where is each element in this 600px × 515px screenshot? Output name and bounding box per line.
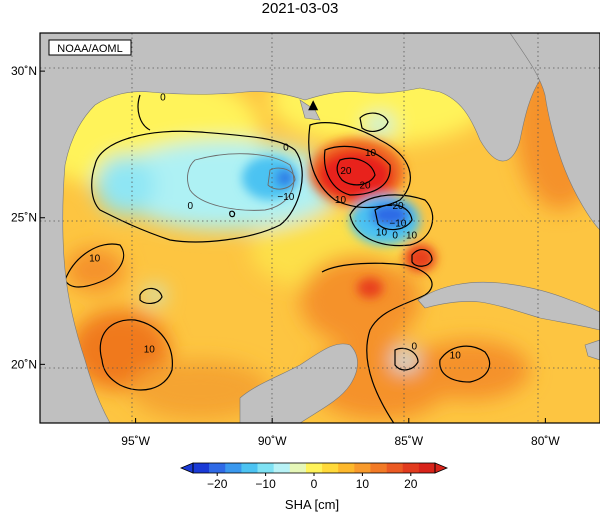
thin-contours: [187, 153, 296, 211]
colorbar-segment: [209, 463, 226, 473]
contour-label: 10: [144, 345, 156, 356]
colorbar-segment: [402, 463, 420, 473]
colorbar-tick-label: 0: [311, 477, 318, 491]
credit-box: [48, 39, 132, 56]
credit-text: NOAA/AOML: [57, 43, 122, 55]
colorbar-low-arrow: [179, 462, 194, 474]
contour-label: 0: [187, 201, 193, 212]
colorbar-segment: [322, 463, 339, 473]
colorbar-segment: [225, 463, 242, 473]
lat-tick-label: 20˚N: [11, 357, 37, 371]
lon-tick-label: 95˚W: [121, 434, 150, 448]
colorbar-segment: [305, 463, 323, 473]
colorbar: −20 −10 0 10 20: [179, 462, 449, 491]
hispaniola-edge: [584, 339, 600, 361]
lat-tick-label: 30˚N: [11, 64, 37, 78]
map-frame: [39, 32, 600, 424]
colorbar-segment: [354, 463, 371, 473]
contour-label: 0: [160, 92, 166, 103]
contour-label: −10: [277, 192, 294, 203]
contour-label: −10: [389, 219, 406, 230]
contour-label: 0: [283, 142, 289, 153]
contour-label: 10: [376, 227, 388, 238]
contour-label: 20: [340, 166, 352, 177]
graticule: [40, 33, 600, 423]
contour-label: 10: [450, 350, 462, 361]
colorbar-segment: [386, 463, 404, 473]
contour-label: 10: [89, 254, 101, 265]
contour-label: −20: [387, 201, 404, 212]
contour-label: 10: [335, 195, 347, 206]
colorbar-high-arrow: [434, 462, 449, 474]
colorbar-tick-label: 20: [404, 477, 418, 491]
colorbar-segment: [257, 463, 274, 473]
lat-tick-label: 25˚N: [11, 211, 37, 225]
colorbar-segment: [273, 463, 291, 473]
colorbar-tick-label: 10: [356, 477, 370, 491]
lon-tick-labels: 95˚W 90˚W 85˚W 80˚W: [121, 418, 560, 448]
lon-tick-label: 90˚W: [258, 434, 287, 448]
contour-label: 0: [392, 230, 398, 241]
station-marker-triangle: [308, 100, 319, 111]
contour-label: 20: [360, 180, 372, 191]
lat-tick-labels: 30˚N 25˚N 20˚N: [11, 64, 45, 371]
colorbar-segment: [289, 463, 307, 473]
colorbar-tick-label: −20: [207, 477, 228, 491]
florida-peninsula: [509, 33, 600, 231]
colorbar-label: SHA [cm]: [285, 497, 339, 512]
colorbar-tick-label: −10: [255, 477, 276, 491]
map-area: [40, 33, 600, 423]
lon-tick-label: 85˚W: [394, 434, 423, 448]
contour-label: 10: [406, 230, 418, 241]
colorbar-segment: [370, 463, 387, 473]
map-title: 2021-03-03: [261, 0, 339, 17]
contour-label: 0: [411, 342, 417, 353]
contour-label: 10: [365, 148, 377, 159]
land: [40, 33, 600, 423]
colorbar-segment: [338, 463, 355, 473]
colorbar-segment: [193, 463, 210, 473]
colorbar-segment: [418, 463, 436, 473]
lon-tick-label: 80˚W: [531, 434, 560, 448]
yucatan-peninsula: [239, 343, 358, 423]
colorbar-segment: [241, 463, 258, 473]
